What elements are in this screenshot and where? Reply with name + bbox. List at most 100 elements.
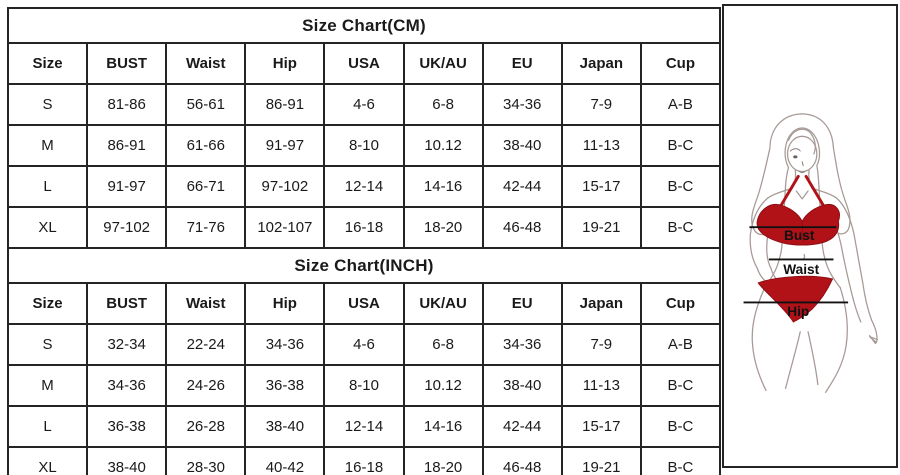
bikini-top-strap <box>778 174 827 210</box>
value-cell: 6-8 <box>402 323 484 366</box>
value-cell: 86-91 <box>86 124 168 167</box>
size-cell: XL <box>6 206 89 249</box>
value-cell: 11-13 <box>560 124 642 167</box>
size-cell: M <box>6 124 89 167</box>
size-cell: L <box>6 165 89 208</box>
value-cell: 26-28 <box>165 405 247 448</box>
value-cell: B-C <box>639 364 722 407</box>
column-header: Japan <box>560 42 642 85</box>
value-cell: 7-9 <box>560 323 642 366</box>
value-cell: 14-16 <box>402 165 484 208</box>
value-cell: 19-21 <box>560 446 642 475</box>
size-cell: M <box>6 364 89 407</box>
header-row: Size BUST Waist Hip USA UK/AU EU Japan Cup <box>6 282 722 325</box>
value-cell: 38-40 <box>481 124 563 167</box>
value-cell: 66-71 <box>165 165 247 208</box>
value-cell: 8-10 <box>323 124 405 167</box>
value-cell: 36-38 <box>86 405 168 448</box>
value-cell: 15-17 <box>560 405 642 448</box>
column-header: Size <box>6 282 89 325</box>
value-cell: 4-6 <box>323 83 405 126</box>
hip-label: Hip <box>787 304 809 319</box>
value-cell: 38-40 <box>244 405 326 448</box>
measurement-figure-panel: Bust Waist Hip <box>722 4 898 468</box>
column-header: USA <box>323 282 405 325</box>
value-cell: 34-36 <box>244 323 326 366</box>
size-cell: L <box>6 405 89 448</box>
size-cell: XL <box>6 446 89 475</box>
value-cell: 91-97 <box>86 165 168 208</box>
value-cell: 81-86 <box>86 83 168 126</box>
waist-label: Waist <box>783 262 819 277</box>
value-cell: B-C <box>639 405 722 448</box>
value-cell: 16-18 <box>323 206 405 249</box>
value-cell: 18-20 <box>402 206 484 249</box>
column-header: Size <box>6 42 89 85</box>
size-chart-section: Size Chart(CM) Size BUST Waist Hip USA UK/AU EU… <box>6 7 722 475</box>
figure-right-hand <box>868 319 879 345</box>
figure-hair-fringe <box>787 128 816 155</box>
column-header: Cup <box>639 282 722 325</box>
table-title: Size Chart(INCH) <box>7 247 721 284</box>
column-header: BUST <box>86 282 168 325</box>
column-header: UK/AU <box>402 282 484 325</box>
value-cell: B-C <box>639 124 722 167</box>
value-cell: 12-14 <box>323 405 405 448</box>
figure-collarbone <box>795 190 809 200</box>
figure-left-hand <box>756 267 781 287</box>
table-row: XL 38-40 28-30 40-42 16-18 18-20 46-48 19-21 B-C <box>6 446 722 475</box>
value-cell: 6-8 <box>402 83 484 126</box>
value-cell: 14-16 <box>402 405 484 448</box>
column-header: EU <box>481 282 563 325</box>
value-cell: 8-10 <box>323 364 405 407</box>
figure-face <box>786 135 818 173</box>
size-chart-cm-table: Size Chart(CM) Size BUST Waist Hip USA UK/AU EU… <box>6 7 722 249</box>
value-cell: 38-40 <box>86 446 168 475</box>
value-cell: 102-107 <box>244 206 326 249</box>
column-header: USA <box>323 42 405 85</box>
value-cell: 46-48 <box>481 446 563 475</box>
value-cell: 71-76 <box>165 206 247 249</box>
table-row: M 34-36 24-26 36-38 8-10 10.12 38-40 11-13 B-C <box>6 364 722 407</box>
value-cell: 40-42 <box>244 446 326 475</box>
value-cell: 46-48 <box>481 206 563 249</box>
value-cell: 97-102 <box>244 165 326 208</box>
table-row: L 36-38 26-28 38-40 12-14 14-16 42-44 15-17 B-C <box>6 405 722 448</box>
size-cell: S <box>6 323 89 366</box>
column-header: Japan <box>560 282 642 325</box>
figure-mouth <box>798 171 806 174</box>
value-cell: 61-66 <box>165 124 247 167</box>
bust-label: Bust <box>784 228 815 243</box>
table-row: S 32-34 22-24 34-36 4-6 6-8 34-36 7-9 A-B <box>6 323 722 366</box>
value-cell: 7-9 <box>560 83 642 126</box>
value-cell: 56-61 <box>165 83 247 126</box>
measurement-figure-illustration: Bust Waist Hip <box>743 113 879 393</box>
bikini-top-cleft <box>801 221 804 242</box>
value-cell: 42-44 <box>481 165 563 208</box>
header-row: Size BUST Waist Hip USA UK/AU EU Japan Cup <box>6 42 722 85</box>
figure-eyebrow <box>789 148 801 152</box>
value-cell: 34-36 <box>481 323 563 366</box>
column-header: EU <box>481 42 563 85</box>
table-row: M 86-91 61-66 91-97 8-10 10.12 38-40 11-13 B-C <box>6 124 722 167</box>
value-cell: 11-13 <box>560 364 642 407</box>
value-cell: 36-38 <box>244 364 326 407</box>
value-cell: A-B <box>639 83 722 126</box>
value-cell: B-C <box>639 446 722 475</box>
value-cell: 32-34 <box>86 323 168 366</box>
value-cell: 16-18 <box>323 446 405 475</box>
value-cell: 10.12 <box>402 124 484 167</box>
column-header: Waist <box>165 42 247 85</box>
size-chart-inch-table: Size Chart(INCH) Size BUST Waist Hip USA UK/AU… <box>6 247 722 475</box>
value-cell: 86-91 <box>244 83 326 126</box>
table-title: Size Chart(CM) <box>7 7 721 44</box>
column-header: UK/AU <box>402 42 484 85</box>
bikini-bottom <box>757 275 834 323</box>
value-cell: 15-17 <box>560 165 642 208</box>
value-cell: 91-97 <box>244 124 326 167</box>
figure-legs <box>751 286 848 393</box>
value-cell: 18-20 <box>402 446 484 475</box>
value-cell: B-C <box>639 206 722 249</box>
column-header: Cup <box>639 42 722 85</box>
value-cell: 12-14 <box>323 165 405 208</box>
